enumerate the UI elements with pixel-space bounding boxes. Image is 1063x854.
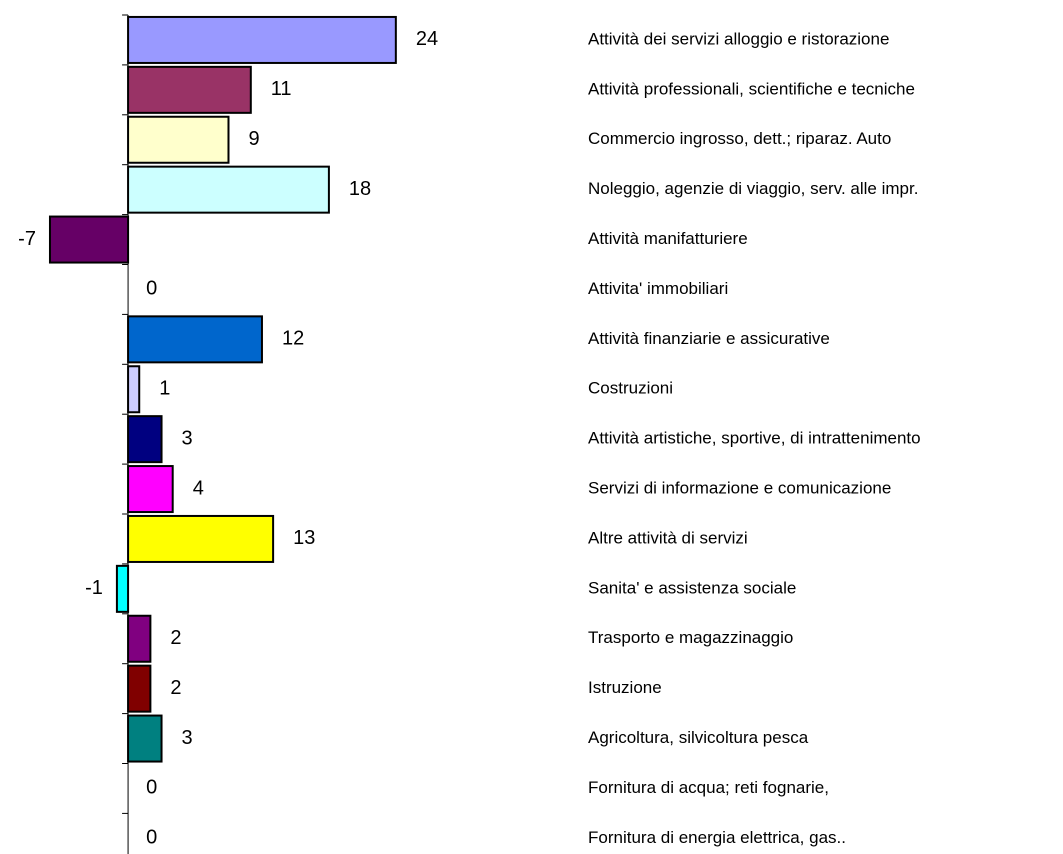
value-label: 11	[271, 78, 292, 100]
category-label: Attività professionali, scientifiche e t…	[588, 79, 915, 98]
value-label: 9	[248, 128, 259, 150]
value-label: -7	[18, 228, 36, 250]
value-label: 0	[146, 777, 157, 799]
value-label: -1	[85, 577, 103, 599]
bar	[127, 664, 152, 713]
category-label: Costruzioni	[588, 379, 673, 398]
category-label: Attività artistiche, sportive, di intrat…	[588, 429, 921, 448]
bar	[127, 315, 263, 364]
category-label: Attività dei servizi alloggio e ristoraz…	[588, 29, 889, 48]
category-label: Altre attività di servizi	[588, 528, 748, 547]
value-label: 3	[182, 427, 193, 449]
category-label: Fornitura di acqua; reti fognarie,	[588, 778, 829, 797]
category-label: Attivita' immobiliari	[588, 279, 728, 298]
bar	[115, 564, 130, 613]
category-label: Fornitura di energia elettrica, gas..	[588, 828, 846, 847]
bar	[48, 215, 130, 264]
bar	[127, 115, 230, 164]
bar	[127, 514, 275, 563]
bar	[127, 65, 252, 114]
bar	[127, 614, 152, 663]
value-label: 0	[146, 827, 157, 849]
category-label: Trasporto e magazzinaggio	[588, 628, 793, 647]
bar	[127, 165, 330, 214]
value-label: 24	[416, 28, 438, 50]
value-label: 1	[159, 378, 170, 400]
bar	[127, 15, 397, 64]
value-label: 4	[193, 477, 204, 499]
value-label: 13	[293, 527, 315, 549]
bar	[127, 365, 141, 414]
value-label: 12	[282, 328, 304, 350]
category-label: Sanita' e assistenza sociale	[588, 578, 796, 597]
category-label: Servizi di informazione e comunicazione	[588, 479, 891, 498]
value-label: 2	[170, 677, 181, 699]
category-label: Attività finanziarie e assicurative	[588, 329, 830, 348]
category-label: Agricoltura, silvicoltura pesca	[588, 728, 809, 747]
value-label: 3	[182, 727, 193, 749]
category-label: Istruzione	[588, 678, 662, 697]
category-label: Commercio ingrosso, dett.; riparaz. Auto	[588, 129, 891, 148]
category-label: Attività manifatturiere	[588, 229, 748, 248]
bar	[127, 714, 163, 763]
bar	[127, 415, 163, 464]
bar	[127, 465, 174, 514]
value-label: 0	[146, 278, 157, 300]
value-label: 2	[170, 627, 181, 649]
category-label: Noleggio, agenzie di viaggio, serv. alle…	[588, 179, 918, 198]
value-label: 18	[349, 178, 371, 200]
